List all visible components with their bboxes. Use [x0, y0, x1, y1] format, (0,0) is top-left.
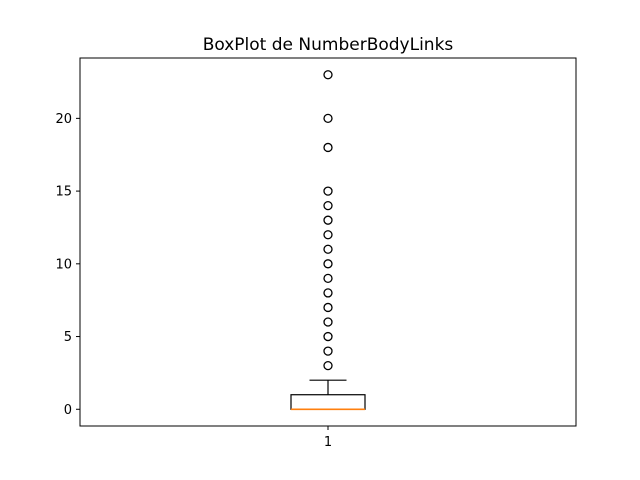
y-tick-label: 15: [55, 185, 72, 200]
outlier-point: [323, 70, 333, 80]
x-tick-label: 1: [324, 435, 332, 450]
plot-area-frame: [79, 57, 577, 427]
outlier-point: [323, 346, 333, 356]
y-tick-label: 0: [64, 403, 72, 418]
outlier-point: [323, 317, 333, 327]
outlier-point: [323, 244, 333, 254]
y-tick-label: 20: [55, 112, 72, 127]
outlier-point: [323, 360, 333, 371]
outlier-points: [323, 70, 333, 371]
y-tick-label: 10: [55, 257, 72, 272]
box-series: [290, 379, 366, 411]
outlier-point: [323, 302, 333, 313]
outlier-point: [323, 200, 333, 211]
chart-title: BoxPlot de NumberBodyLinks: [203, 35, 454, 55]
outlier-point: [323, 331, 333, 342]
box-iqr: [290, 394, 366, 410]
outlier-point: [323, 186, 333, 196]
y-tick-label: 5: [64, 330, 72, 345]
outlier-point: [323, 215, 333, 225]
outlier-point: [323, 230, 333, 240]
outlier-point: [323, 113, 333, 124]
outlier-point: [323, 288, 333, 298]
outlier-point: [323, 142, 333, 153]
y-axis: 0 5 10 15 20: [55, 112, 80, 418]
outlier-point: [323, 273, 333, 284]
outlier-point: [323, 259, 333, 269]
x-axis: 1: [324, 426, 332, 450]
